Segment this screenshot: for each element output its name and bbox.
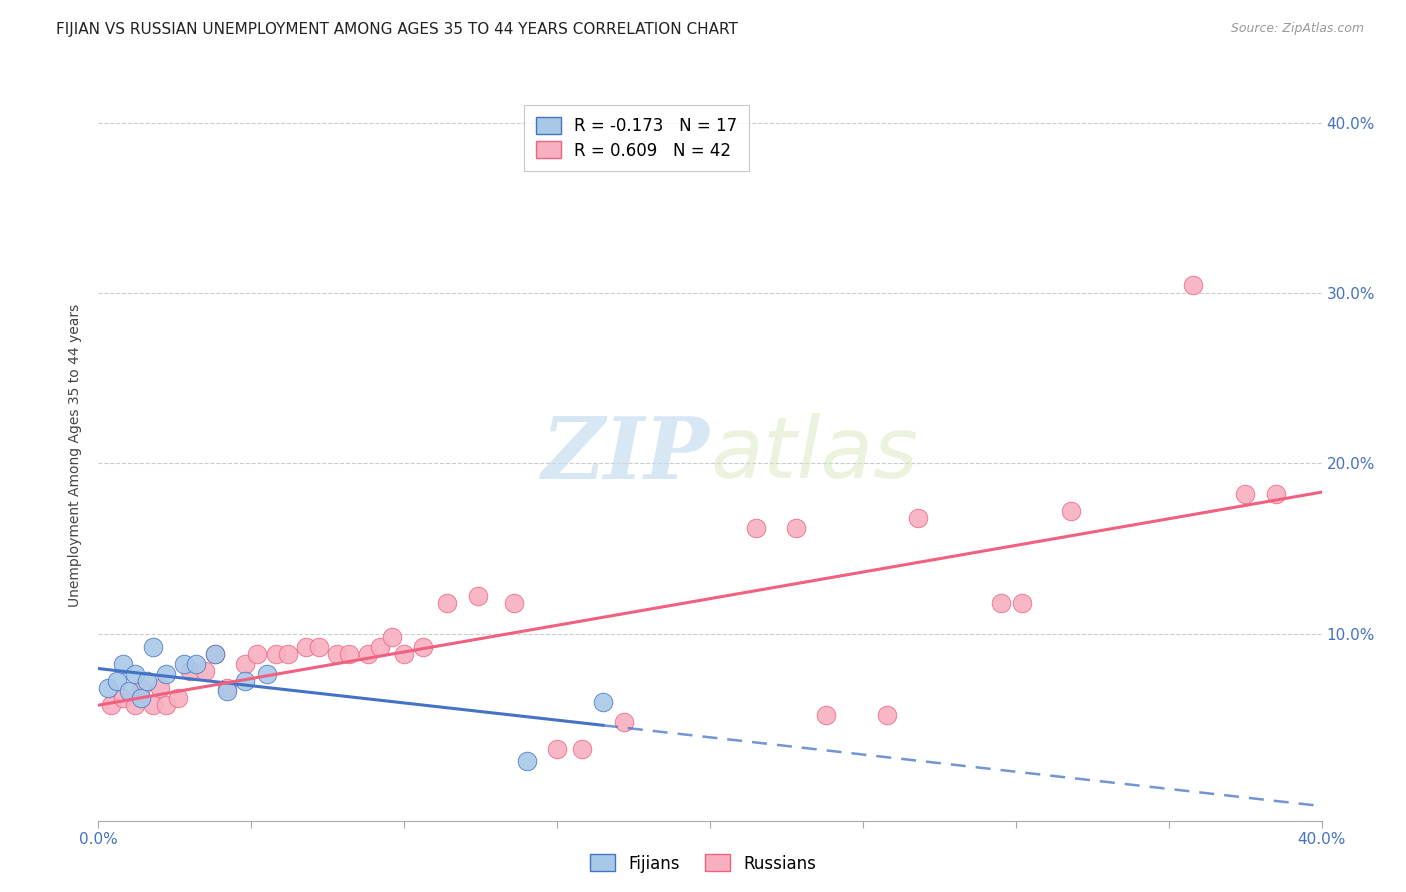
Point	[876, 708, 898, 723]
Point	[105, 674, 128, 689]
Point	[155, 667, 177, 681]
Text: atlas: atlas	[710, 413, 918, 497]
Point	[215, 681, 238, 695]
Point	[745, 521, 768, 535]
Point	[815, 708, 838, 723]
Point	[368, 640, 391, 654]
Point	[186, 657, 208, 672]
Point	[503, 596, 526, 610]
Point	[990, 596, 1012, 610]
Point	[194, 664, 217, 678]
Point	[179, 664, 201, 678]
Point	[167, 691, 190, 706]
Point	[613, 714, 636, 729]
Text: ZIP: ZIP	[543, 413, 710, 497]
Point	[571, 742, 593, 756]
Point	[1264, 487, 1286, 501]
Point	[136, 674, 159, 689]
Point	[233, 657, 256, 672]
Text: FIJIAN VS RUSSIAN UNEMPLOYMENT AMONG AGES 35 TO 44 YEARS CORRELATION CHART: FIJIAN VS RUSSIAN UNEMPLOYMENT AMONG AGE…	[56, 22, 738, 37]
Point	[592, 695, 614, 709]
Point	[246, 647, 269, 661]
Point	[337, 647, 360, 661]
Point	[100, 698, 122, 712]
Point	[392, 647, 416, 661]
Text: Source: ZipAtlas.com: Source: ZipAtlas.com	[1230, 22, 1364, 36]
Point	[215, 684, 238, 698]
Point	[546, 742, 568, 756]
Legend: R = -0.173   N = 17, R = 0.609   N = 42: R = -0.173 N = 17, R = 0.609 N = 42	[524, 105, 749, 171]
Point	[907, 511, 929, 525]
Point	[173, 657, 195, 672]
Point	[467, 589, 489, 603]
Point	[1011, 596, 1033, 610]
Point	[256, 667, 278, 681]
Point	[129, 681, 152, 695]
Point	[308, 640, 330, 654]
Point	[326, 647, 349, 661]
Point	[264, 647, 287, 661]
Point	[204, 647, 226, 661]
Point	[1182, 277, 1205, 292]
Point	[111, 657, 134, 672]
Point	[155, 698, 177, 712]
Point	[381, 630, 404, 644]
Point	[111, 691, 134, 706]
Point	[124, 698, 146, 712]
Point	[295, 640, 318, 654]
Y-axis label: Unemployment Among Ages 35 to 44 years: Unemployment Among Ages 35 to 44 years	[69, 303, 83, 607]
Point	[118, 684, 141, 698]
Point	[516, 754, 538, 768]
Point	[1234, 487, 1257, 501]
Point	[142, 698, 165, 712]
Point	[277, 647, 299, 661]
Legend: Fijians, Russians: Fijians, Russians	[583, 847, 823, 880]
Point	[129, 691, 152, 706]
Point	[142, 640, 165, 654]
Point	[412, 640, 434, 654]
Point	[149, 681, 172, 695]
Point	[436, 596, 458, 610]
Point	[204, 647, 226, 661]
Point	[1060, 504, 1083, 518]
Point	[356, 647, 378, 661]
Point	[785, 521, 807, 535]
Point	[97, 681, 120, 695]
Point	[233, 674, 256, 689]
Point	[124, 667, 146, 681]
